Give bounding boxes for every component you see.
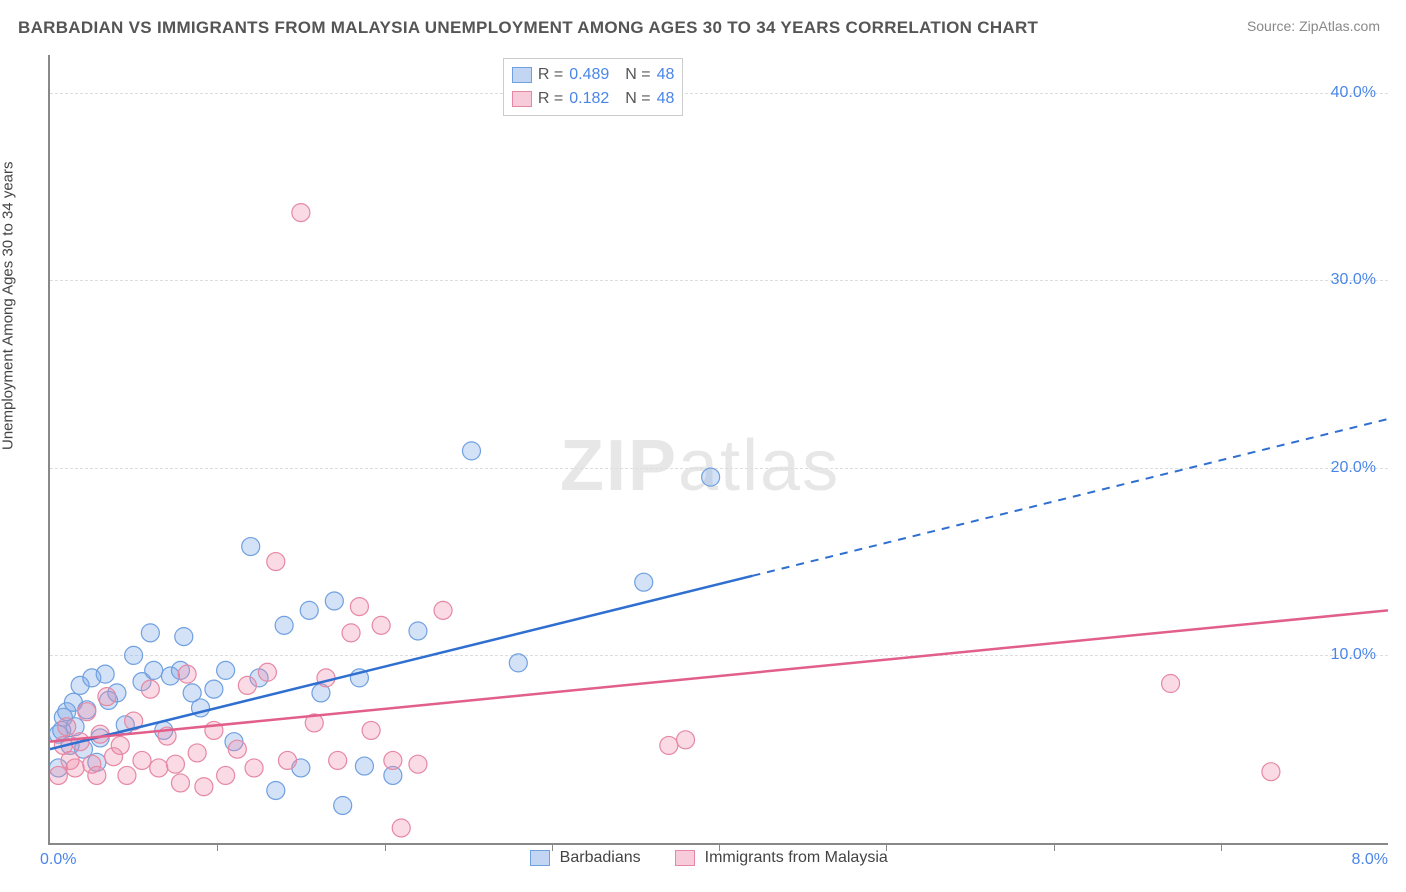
legend-label: Immigrants from Malaysia	[705, 849, 888, 867]
data-point	[325, 592, 343, 610]
legend-label: Barbadians	[560, 849, 641, 867]
data-point	[178, 665, 196, 683]
data-point	[188, 744, 206, 762]
data-point	[392, 819, 410, 837]
source-label: Source: ZipAtlas.com	[1247, 18, 1380, 34]
data-point	[267, 781, 285, 799]
series-legend: Barbadians Immigrants from Malaysia	[530, 849, 912, 867]
data-point	[334, 796, 352, 814]
data-point	[434, 601, 452, 619]
data-point	[275, 616, 293, 634]
x-tick	[217, 843, 218, 851]
data-point	[362, 721, 380, 739]
data-point	[150, 759, 168, 777]
data-point	[317, 669, 335, 687]
data-point	[145, 661, 163, 679]
data-point	[228, 740, 246, 758]
trend-line-dashed	[752, 419, 1388, 576]
data-point	[66, 759, 84, 777]
data-point	[171, 774, 189, 792]
data-point	[96, 665, 114, 683]
data-point	[98, 688, 116, 706]
data-point	[195, 778, 213, 796]
data-point	[217, 661, 235, 679]
x-tick	[1221, 843, 1222, 851]
legend-row: R =0.489 N = 48	[512, 63, 675, 87]
data-point	[245, 759, 263, 777]
data-point	[238, 676, 256, 694]
data-point	[141, 624, 159, 642]
legend-swatch	[512, 91, 532, 107]
legend-row: R = 0.182 N = 48	[512, 87, 675, 111]
data-point	[78, 703, 96, 721]
n-label: N =	[625, 87, 650, 111]
data-point	[125, 646, 143, 664]
data-point	[300, 601, 318, 619]
data-point	[278, 751, 296, 769]
data-point	[462, 442, 480, 460]
data-point	[355, 757, 373, 775]
data-point	[350, 598, 368, 616]
data-point	[50, 766, 67, 784]
data-point	[166, 755, 184, 773]
correlation-legend: R =0.489 N = 48 R = 0.182 N = 48	[503, 58, 684, 116]
data-point	[509, 654, 527, 672]
data-point	[242, 538, 260, 556]
data-point	[702, 468, 720, 486]
data-point	[329, 751, 347, 769]
data-point	[58, 718, 76, 736]
x-tick	[385, 843, 386, 851]
data-point	[111, 736, 129, 754]
legend-swatch	[530, 850, 550, 866]
data-point	[660, 736, 678, 754]
data-point	[384, 751, 402, 769]
data-point	[217, 766, 235, 784]
data-point	[409, 755, 427, 773]
legend-swatch	[512, 67, 532, 83]
data-point	[1162, 675, 1180, 693]
r-value: 0.489	[569, 63, 609, 87]
data-point	[409, 622, 427, 640]
data-point	[141, 680, 159, 698]
x-tick	[1054, 843, 1055, 851]
data-point	[258, 663, 276, 681]
data-point	[205, 680, 223, 698]
data-point	[118, 766, 136, 784]
plot-area: ZIPatlas 10.0%20.0%30.0%40.0%	[48, 55, 1388, 845]
n-value: 48	[657, 63, 675, 87]
data-point	[292, 204, 310, 222]
y-axis-label: Unemployment Among Ages 30 to 34 years	[0, 161, 17, 450]
data-point	[133, 751, 151, 769]
data-point	[267, 553, 285, 571]
data-point	[1262, 763, 1280, 781]
data-point	[677, 731, 695, 749]
data-point	[635, 573, 653, 591]
r-label: R =	[538, 63, 563, 87]
data-point	[342, 624, 360, 642]
r-label: R =	[538, 87, 563, 111]
n-value: 48	[657, 87, 675, 111]
x-max-label: 8.0%	[1352, 851, 1388, 869]
x-origin-label: 0.0%	[40, 851, 76, 869]
legend-swatch	[675, 850, 695, 866]
chart-svg	[50, 55, 1388, 843]
chart-title: BARBADIAN VS IMMIGRANTS FROM MALAYSIA UN…	[18, 18, 1038, 38]
chart-container: BARBADIAN VS IMMIGRANTS FROM MALAYSIA UN…	[0, 0, 1406, 892]
data-point	[88, 766, 106, 784]
r-value: 0.182	[569, 87, 609, 111]
data-point	[372, 616, 390, 634]
n-label: N =	[625, 63, 650, 87]
data-point	[175, 628, 193, 646]
